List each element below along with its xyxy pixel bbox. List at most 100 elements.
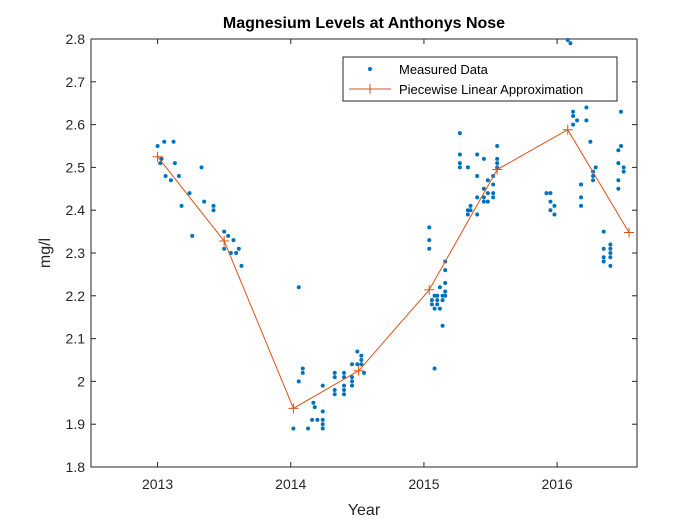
y-tick-label: 2.3 xyxy=(66,245,86,261)
approximation-marker xyxy=(624,227,635,238)
measured-point xyxy=(571,114,576,119)
measured-point xyxy=(579,203,584,208)
y-axis-label: mg/l xyxy=(37,238,54,268)
measured-point xyxy=(616,186,621,191)
measured-point xyxy=(593,165,598,170)
y-tick-label: 2.7 xyxy=(66,74,86,90)
measured-point xyxy=(601,246,606,251)
measured-point xyxy=(199,165,204,170)
measured-point xyxy=(481,186,486,191)
measured-point xyxy=(591,178,596,183)
measured-point xyxy=(342,370,347,375)
measured-point xyxy=(355,349,360,354)
approximation-polyline xyxy=(157,129,630,410)
measured-point xyxy=(234,251,239,255)
measured-point xyxy=(320,422,325,427)
measured-point xyxy=(202,199,207,204)
measured-point xyxy=(475,173,480,178)
measured-point xyxy=(320,417,325,422)
y-tick-label: 1.8 xyxy=(66,459,86,475)
y-tick-label: 2 xyxy=(77,373,85,389)
measured-point xyxy=(362,370,366,375)
measured-point xyxy=(491,195,496,200)
measured-point xyxy=(568,41,573,46)
measured-point xyxy=(300,366,305,371)
measured-point xyxy=(616,161,621,166)
measured-point xyxy=(495,161,500,166)
measured-point xyxy=(440,323,445,328)
measured-data-points xyxy=(155,38,626,431)
measured-point xyxy=(544,191,549,196)
measured-point xyxy=(601,259,606,264)
measured-point xyxy=(491,182,496,187)
measured-point xyxy=(320,426,325,431)
measured-point xyxy=(571,122,576,127)
x-tick-label: 2016 xyxy=(542,476,573,492)
x-tick-label: 2015 xyxy=(408,476,439,492)
measured-point xyxy=(359,362,364,367)
measured-point xyxy=(621,169,626,174)
measured-point xyxy=(332,392,337,397)
measured-point xyxy=(427,225,432,230)
measured-point xyxy=(163,173,168,178)
measured-point xyxy=(608,242,613,247)
measured-point xyxy=(457,165,462,170)
measured-point xyxy=(231,238,236,243)
measured-point xyxy=(548,191,553,196)
measured-point xyxy=(239,263,244,268)
x-tick-label: 2013 xyxy=(142,476,173,492)
measured-point xyxy=(437,285,442,290)
measured-point xyxy=(457,131,462,136)
y-tick-label: 2.1 xyxy=(66,331,86,347)
measured-point xyxy=(171,139,176,144)
measured-point xyxy=(432,306,437,311)
measured-point xyxy=(601,255,606,260)
measured-point xyxy=(579,195,584,200)
measured-point xyxy=(435,293,440,298)
plot-area xyxy=(90,38,638,468)
approximation-marker xyxy=(562,124,573,135)
measured-point xyxy=(310,417,315,422)
measured-point xyxy=(565,38,570,42)
measured-point xyxy=(601,229,606,234)
measured-point xyxy=(468,208,473,213)
legend-box xyxy=(342,56,618,102)
measured-point xyxy=(312,405,317,410)
measured-point xyxy=(320,383,325,388)
measured-point xyxy=(350,379,355,384)
measured-point xyxy=(495,144,500,148)
measured-point xyxy=(475,195,480,200)
measured-point xyxy=(616,148,621,153)
measured-point xyxy=(468,203,473,208)
measured-point xyxy=(621,165,626,170)
measured-point xyxy=(168,178,173,183)
measured-point xyxy=(457,161,462,166)
measured-point xyxy=(350,375,355,380)
measured-point xyxy=(176,173,181,178)
legend-entry-approx: Piecewise Linear Approximation xyxy=(349,82,583,97)
measured-point xyxy=(481,156,486,161)
measured-point xyxy=(584,118,589,123)
measured-point xyxy=(155,144,160,148)
measured-point xyxy=(616,178,621,183)
measured-point xyxy=(211,203,216,208)
legend-entry-measured: Measured Data xyxy=(368,62,489,77)
measured-point xyxy=(187,191,192,196)
measured-point xyxy=(608,255,613,260)
measured-point xyxy=(226,233,231,238)
measured-point xyxy=(291,426,296,431)
approximation-line xyxy=(152,124,635,414)
y-tick-label: 2.4 xyxy=(66,202,86,218)
measured-point xyxy=(457,152,462,157)
measured-point xyxy=(443,293,448,298)
measured-point xyxy=(475,152,480,157)
y-tick-label: 1.9 xyxy=(66,416,86,432)
measured-point xyxy=(342,383,347,388)
measured-point xyxy=(579,182,584,187)
measured-point xyxy=(342,387,347,392)
measured-point xyxy=(584,105,589,110)
measured-point xyxy=(491,191,496,196)
measured-point xyxy=(359,353,364,358)
measured-point xyxy=(575,118,580,123)
measured-point xyxy=(300,370,305,375)
